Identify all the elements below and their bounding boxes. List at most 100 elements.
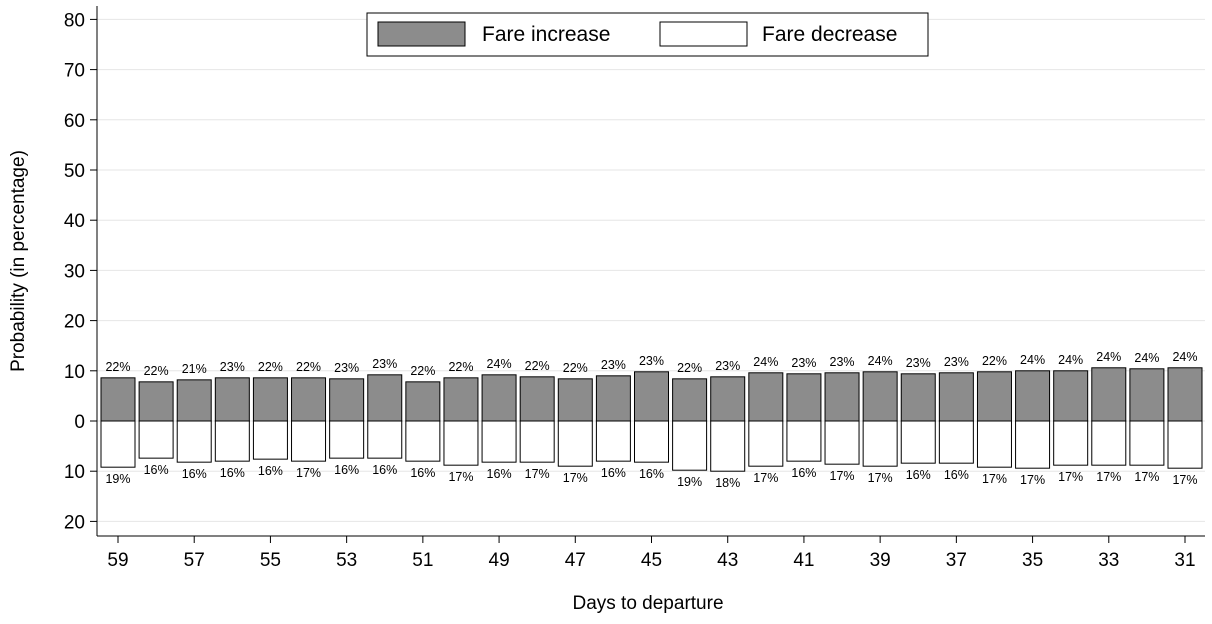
- data-label-fare-decrease: 17%: [563, 471, 588, 485]
- data-label-fare-decrease: 17%: [1058, 470, 1083, 484]
- bar-fare-increase: [367, 374, 403, 422]
- bar-fare-decrease: [519, 420, 555, 463]
- y-tick-label: 10: [64, 462, 85, 483]
- x-tick-label: 41: [793, 550, 814, 571]
- bar-fare-decrease: [138, 420, 174, 459]
- bar-fare-increase: [443, 377, 479, 422]
- bar-fare-increase: [748, 372, 784, 422]
- data-label-fare-decrease: 16%: [944, 468, 969, 482]
- data-label-fare-decrease: 17%: [448, 470, 473, 484]
- x-tick-label: 35: [1022, 550, 1043, 571]
- bar-fare-decrease: [1129, 420, 1165, 466]
- x-tick-label: 55: [260, 550, 281, 571]
- data-label-fare-decrease: 16%: [791, 466, 816, 480]
- data-label-fare-decrease: 17%: [1172, 473, 1197, 487]
- data-label-fare-decrease: 16%: [410, 466, 435, 480]
- bar-fare-decrease: [1167, 420, 1203, 469]
- data-label-fare-increase: 22%: [677, 361, 702, 375]
- legend: Fare increase Fare decrease: [366, 12, 929, 57]
- bar-fare-decrease: [1091, 420, 1127, 466]
- data-label-fare-increase: 23%: [830, 355, 855, 369]
- data-label-fare-increase: 22%: [982, 354, 1007, 368]
- data-label-fare-decrease: 17%: [982, 472, 1007, 486]
- bar-fare-decrease: [443, 420, 479, 466]
- data-label-fare-increase: 23%: [791, 356, 816, 370]
- x-tick-label: 33: [1098, 550, 1119, 571]
- bar-fare-decrease: [938, 420, 974, 464]
- bar-fare-decrease: [481, 420, 517, 463]
- data-label-fare-decrease: 16%: [639, 467, 664, 481]
- y-tick-label: 10: [64, 362, 85, 383]
- data-label-fare-increase: 22%: [410, 364, 435, 378]
- data-label-fare-decrease: 16%: [906, 468, 931, 482]
- bar-fare-decrease: [1015, 420, 1051, 469]
- y-tick-label: 0: [74, 412, 85, 433]
- y-tick-label: 60: [64, 111, 85, 132]
- x-tick-label: 31: [1174, 550, 1195, 571]
- bar-fare-increase: [557, 378, 593, 422]
- bar-fare-decrease: [786, 420, 822, 462]
- data-label-fare-decrease: 17%: [525, 467, 550, 481]
- data-label-fare-decrease: 16%: [182, 467, 207, 481]
- bar-fare-increase: [634, 371, 669, 422]
- bar-fare-increase: [710, 376, 746, 422]
- data-label-fare-decrease: 16%: [334, 463, 359, 477]
- bar-fare-increase: [900, 373, 936, 422]
- bar-fare-decrease: [329, 420, 365, 459]
- x-tick-label: 45: [641, 550, 662, 571]
- bar-fare-increase: [976, 371, 1012, 422]
- x-tick-label: 43: [717, 550, 738, 571]
- data-label-fare-decrease: 16%: [258, 464, 283, 478]
- data-label-fare-increase: 21%: [182, 362, 207, 376]
- data-label-fare-increase: 23%: [639, 354, 664, 368]
- bar-fare-decrease: [748, 420, 784, 467]
- data-label-fare-increase: 23%: [906, 356, 931, 370]
- bar-fare-increase: [1091, 367, 1127, 422]
- data-label-fare-increase: 24%: [753, 355, 778, 369]
- x-tick-label: 39: [870, 550, 891, 571]
- data-label-fare-decrease: 16%: [144, 463, 169, 477]
- data-label-fare-increase: 22%: [525, 359, 550, 373]
- bar-fare-increase: [519, 376, 555, 422]
- bar-fare-decrease: [710, 420, 746, 472]
- data-label-fare-increase: 24%: [1096, 350, 1121, 364]
- data-label-fare-increase: 24%: [1020, 353, 1045, 367]
- x-axis-title: Days to departure: [572, 593, 723, 614]
- bar-fare-increase: [1167, 367, 1203, 422]
- bar-fare-decrease: [672, 420, 708, 471]
- x-tick-label: 37: [946, 550, 967, 571]
- x-tick-label: 59: [107, 550, 128, 571]
- data-label-fare-decrease: 19%: [105, 472, 130, 486]
- bar-fare-decrease: [900, 420, 936, 464]
- data-label-fare-increase: 22%: [296, 360, 321, 374]
- data-label-fare-decrease: 16%: [220, 466, 245, 480]
- bar-fare-increase: [862, 371, 898, 422]
- data-label-fare-decrease: 17%: [1134, 470, 1159, 484]
- data-label-fare-increase: 23%: [334, 361, 359, 375]
- y-tick-label: 30: [64, 261, 85, 282]
- data-label-fare-increase: 24%: [1058, 353, 1083, 367]
- bar-fare-increase: [252, 377, 288, 422]
- bar-fare-decrease: [557, 420, 593, 467]
- data-label-fare-increase: 23%: [715, 359, 740, 373]
- bar-fare-increase: [291, 377, 327, 422]
- bar-fare-increase: [1129, 368, 1165, 422]
- bar-fare-decrease: [252, 420, 288, 460]
- legend-label-fare-increase: Fare increase: [482, 23, 610, 46]
- bar-fare-increase: [481, 374, 517, 422]
- bar-fare-increase: [938, 372, 974, 422]
- data-label-fare-decrease: 18%: [715, 476, 740, 490]
- data-label-fare-increase: 22%: [144, 364, 169, 378]
- bar-fare-decrease: [976, 420, 1012, 468]
- bar-fare-decrease: [595, 420, 631, 462]
- x-tick-label: 47: [565, 550, 586, 571]
- data-label-fare-increase: 24%: [1172, 350, 1197, 364]
- bar-fare-increase: [100, 377, 136, 422]
- bar-fare-decrease: [291, 420, 327, 462]
- data-label-fare-increase: 23%: [372, 357, 397, 371]
- y-tick-label: 80: [64, 10, 85, 31]
- y-tick-label: 20: [64, 512, 85, 533]
- data-label-fare-increase: 22%: [105, 360, 130, 374]
- legend-swatch-fare-decrease: [659, 21, 748, 47]
